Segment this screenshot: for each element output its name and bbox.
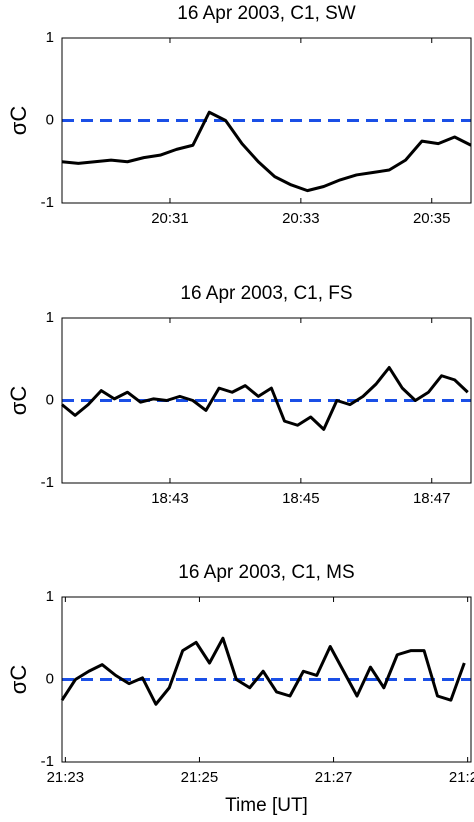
y-axis-label: σC xyxy=(6,665,31,695)
chart-title: 16 Apr 2003, C1, FS xyxy=(180,283,352,304)
y-tick-label: -1 xyxy=(41,194,54,211)
data-line xyxy=(61,110,472,193)
y-tick-label: 1 xyxy=(46,29,54,46)
y-tick-label: 0 xyxy=(46,391,54,408)
plot-frame xyxy=(61,596,472,763)
y-tick-label: 1 xyxy=(46,309,54,326)
x-tick-label: 20:31 xyxy=(151,210,189,227)
y-tick-label: 1 xyxy=(46,588,54,605)
x-axis-label: Time [UT] xyxy=(225,795,308,816)
chart-title: 16 Apr 2003, C1, SW xyxy=(177,3,356,24)
y-axis-label: σC xyxy=(6,106,31,136)
chart-title: 16 Apr 2003, C1, MS xyxy=(178,562,354,583)
x-tick-label: 20:33 xyxy=(282,210,320,227)
y-tick-label: 0 xyxy=(46,111,54,128)
x-tick-label: 21:25 xyxy=(181,769,219,786)
x-tick-label: 20:35 xyxy=(413,210,451,227)
y-tick-label: -1 xyxy=(41,474,54,491)
x-tick-label: 18:45 xyxy=(282,490,320,507)
x-tick-label: 21:29 xyxy=(449,769,474,786)
plot-frame xyxy=(61,317,472,484)
plot-frame xyxy=(61,37,472,204)
x-tick-label: 18:43 xyxy=(151,490,189,507)
x-tick-label: 21:23 xyxy=(47,769,85,786)
x-tick-label: 18:47 xyxy=(413,490,451,507)
data-line xyxy=(61,366,469,431)
x-tick-label: 21:27 xyxy=(315,769,353,786)
data-line xyxy=(60,636,466,706)
y-tick-label: -1 xyxy=(41,753,54,770)
y-tick-label: 0 xyxy=(46,670,54,687)
y-axis-label: σC xyxy=(6,386,31,416)
